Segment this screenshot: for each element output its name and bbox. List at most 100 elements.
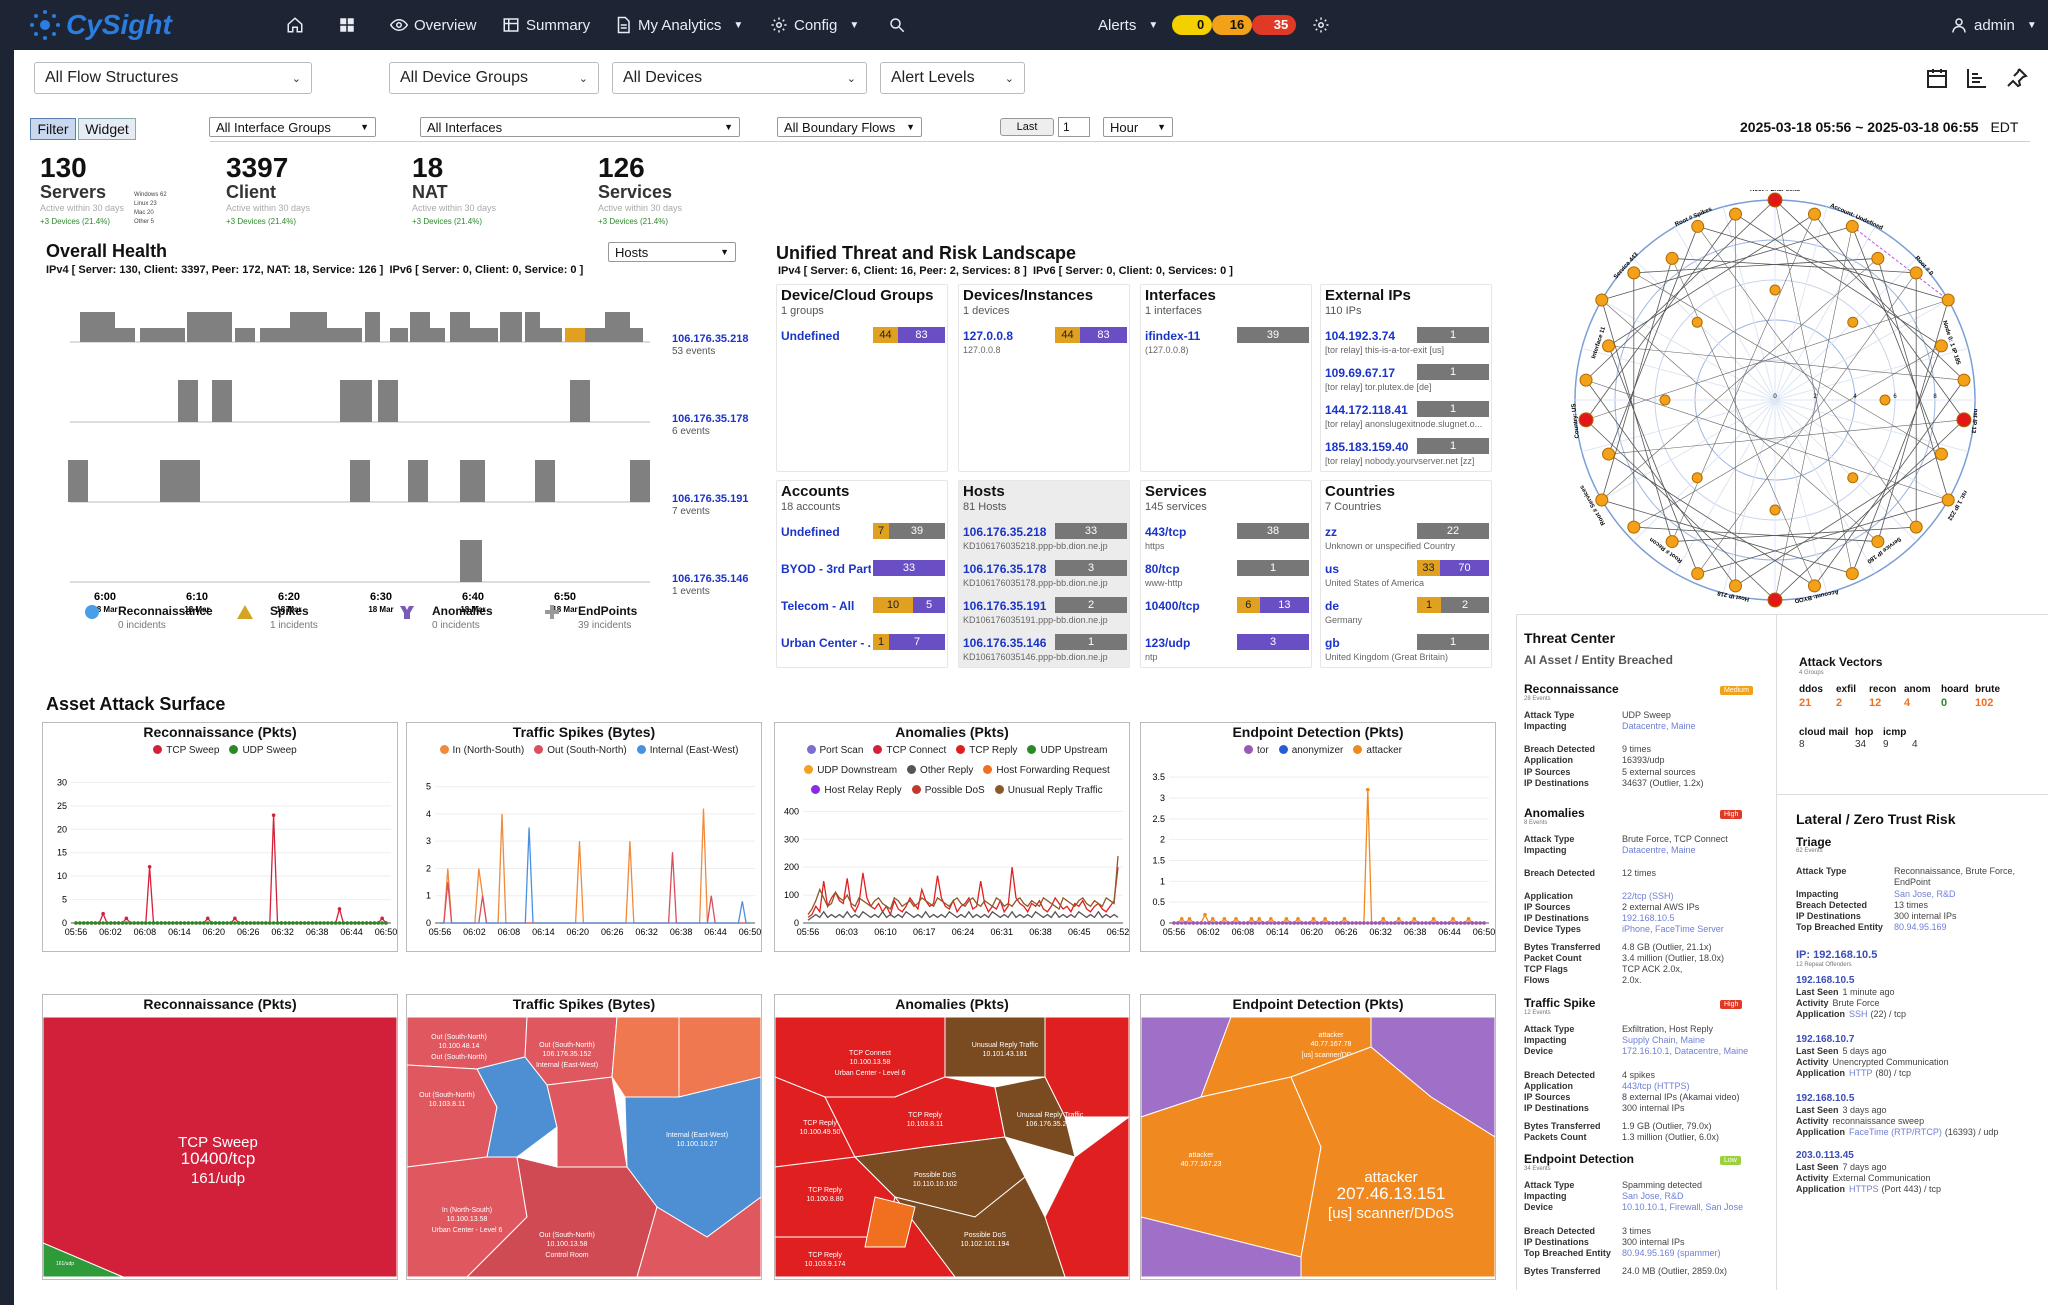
health-bar[interactable] xyxy=(115,328,135,342)
series-line[interactable] xyxy=(440,852,750,924)
radar-node[interactable] xyxy=(1691,567,1705,581)
interfaces-select[interactable]: All Interfaces ▼ xyxy=(420,117,740,137)
health-bar[interactable] xyxy=(290,312,305,342)
radar-node[interactable] xyxy=(1728,207,1742,221)
series-line[interactable] xyxy=(807,910,1119,921)
app-link[interactable]: HTTP xyxy=(1849,1068,1873,1078)
pin-button[interactable] xyxy=(2005,66,2029,95)
radar-node[interactable] xyxy=(1595,293,1609,307)
treemap-cell[interactable] xyxy=(994,1076,1076,1158)
series-line[interactable] xyxy=(76,815,387,924)
stat-services[interactable]: 126 Services Active within 30 days +3 Devic… xyxy=(598,152,682,226)
health-bar[interactable] xyxy=(500,312,522,342)
legend-item[interactable]: Possible DoS xyxy=(902,785,985,796)
health-bar[interactable] xyxy=(628,328,643,342)
treemap-cell[interactable] xyxy=(611,1017,680,1098)
threat-section-spike[interactable]: Traffic Spike xyxy=(1524,996,1596,1010)
radar-node[interactable] xyxy=(1602,339,1616,353)
radar-node[interactable] xyxy=(1767,192,1783,208)
treemap-cell[interactable] xyxy=(546,1076,628,1168)
legend-item[interactable]: Host Forwarding Request xyxy=(973,765,1110,776)
threat-section-anom[interactable]: Anomalies xyxy=(1524,806,1585,820)
radar-node[interactable] xyxy=(1659,394,1671,406)
card-row[interactable]: us United States of America 33 70 xyxy=(1325,558,1489,590)
stat-nat[interactable]: 18 NAT Active within 30 days +3 Devices (21… xyxy=(412,152,496,226)
health-bar[interactable] xyxy=(305,312,327,342)
kv-value[interactable]: 22/tcp (SSH) xyxy=(1622,891,1674,901)
row-bar[interactable]: 7 39 xyxy=(873,523,945,539)
health-bar[interactable] xyxy=(365,312,380,342)
row-name[interactable]: Undefined xyxy=(781,329,840,343)
radar-node[interactable] xyxy=(1808,579,1822,593)
calendar-button[interactable] xyxy=(1925,66,1949,95)
row-name[interactable]: de xyxy=(1325,599,1340,613)
logo[interactable]: CySight xyxy=(28,8,172,42)
alert-badge-medium[interactable]: 16 xyxy=(1212,15,1253,35)
row-name[interactable]: 106.176.35.146 xyxy=(963,636,1047,650)
vector-name[interactable]: ddos xyxy=(1799,684,1823,695)
radar-node[interactable] xyxy=(1808,207,1822,221)
legend-item[interactable]: TCP Connect xyxy=(863,745,946,756)
row-name[interactable]: Undefined xyxy=(781,525,840,539)
boundary-flows-select[interactable]: All Boundary Flows ▼ xyxy=(777,117,922,137)
radar-node[interactable] xyxy=(1871,251,1885,265)
row-bar[interactable]: 3 xyxy=(1055,560,1127,576)
row-bar[interactable]: 10 5 xyxy=(873,597,945,613)
stat-servers[interactable]: 130 Servers Active within 30 days +3 Device… xyxy=(40,152,124,226)
treemap-cell[interactable] xyxy=(1044,1116,1129,1278)
health-bar[interactable] xyxy=(187,312,232,342)
card-row[interactable]: 10400/tcp 6 13 xyxy=(1145,595,1309,627)
card-row[interactable]: Undefined 44 83 xyxy=(781,325,945,357)
device-groups-select[interactable]: All Device Groups ⌄ xyxy=(389,62,599,94)
legend-item[interactable]: TCP Sweep xyxy=(143,745,219,756)
radar-node[interactable] xyxy=(1691,472,1703,484)
health-bar[interactable] xyxy=(270,328,290,342)
health-bar[interactable] xyxy=(327,328,347,342)
card-row[interactable]: 106.176.35.146 KD106176035146.ppp-bb.dion… xyxy=(963,632,1127,664)
offender-ip[interactable]: 192.168.10.7 xyxy=(1796,1034,1855,1045)
card-row[interactable]: 144.172.118.41 [tor relay] anonslugexitno… xyxy=(1325,399,1489,431)
row-name[interactable]: 443/tcp xyxy=(1145,525,1187,539)
treemap-cell[interactable] xyxy=(476,1056,558,1158)
nav-overview[interactable]: Overview xyxy=(390,0,477,50)
health-bar[interactable] xyxy=(390,328,408,342)
legend-item[interactable]: attacker xyxy=(1343,745,1402,756)
radar-node[interactable] xyxy=(1845,219,1859,233)
vector-name[interactable]: anom xyxy=(1904,684,1931,695)
alert-badge-low[interactable]: 0 xyxy=(1172,15,1213,35)
series-line[interactable] xyxy=(1174,789,1484,925)
row-bar[interactable]: 1 xyxy=(1417,634,1489,650)
treemap-cell[interactable] xyxy=(1141,1216,1302,1278)
row-name[interactable]: 123/udp xyxy=(1145,636,1191,650)
health-row-ip[interactable]: 106.176.35.218 xyxy=(672,333,749,345)
health-row-ip[interactable]: 106.176.35.191 xyxy=(672,493,749,505)
kv-value[interactable]: iPhone, FaceTime Server xyxy=(1622,924,1724,934)
radar-node[interactable] xyxy=(1579,373,1593,387)
radar-node[interactable] xyxy=(1957,373,1971,387)
treemap-cell[interactable] xyxy=(43,1242,124,1278)
health-bar[interactable] xyxy=(565,328,585,342)
health-bar[interactable] xyxy=(178,380,198,422)
health-bar[interactable] xyxy=(378,380,398,422)
kv-value[interactable]: 80.94.95.169 (spammer) xyxy=(1622,1248,1721,1258)
health-bar[interactable] xyxy=(260,328,270,342)
radar-node[interactable] xyxy=(1847,316,1859,328)
legend-item[interactable]: TCP Reply xyxy=(946,745,1017,756)
last-button[interactable]: Last xyxy=(1000,118,1054,136)
row-bar[interactable]: 39 xyxy=(1237,327,1309,343)
radar-node[interactable] xyxy=(1578,412,1594,428)
row-bar[interactable]: 33 70 xyxy=(1417,560,1489,576)
legend-item[interactable]: Unusual Reply Traffic xyxy=(985,785,1103,796)
radar-node[interactable] xyxy=(1769,284,1781,296)
health-bar[interactable] xyxy=(340,380,372,422)
health-bar[interactable] xyxy=(490,328,498,342)
offender-ip[interactable]: 203.0.113.45 xyxy=(1796,1150,1854,1161)
radar-node[interactable] xyxy=(1845,567,1859,581)
vector-name[interactable]: hop xyxy=(1855,727,1874,738)
row-bar[interactable]: 44 83 xyxy=(1055,327,1127,343)
legend-item[interactable]: UDP Sweep xyxy=(219,745,297,756)
kv-value[interactable]: 80.94.95.169 xyxy=(1894,922,1947,932)
radar-node[interactable] xyxy=(1941,293,1955,307)
row-bar[interactable]: 2 xyxy=(1055,597,1127,613)
kv-value[interactable]: 10.10.10.1, Firewall, San Jose xyxy=(1622,1202,1744,1212)
